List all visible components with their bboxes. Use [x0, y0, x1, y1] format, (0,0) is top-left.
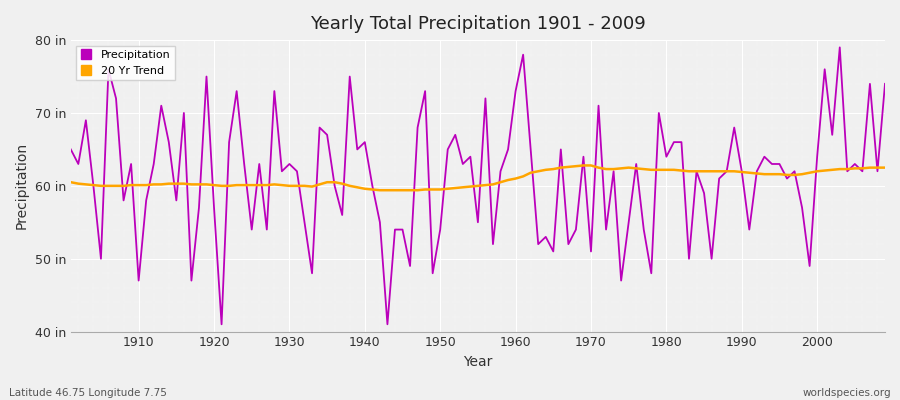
Text: worldspecies.org: worldspecies.org — [803, 388, 891, 398]
X-axis label: Year: Year — [464, 355, 492, 369]
Y-axis label: Precipitation: Precipitation — [15, 142, 29, 230]
Legend: Precipitation, 20 Yr Trend: Precipitation, 20 Yr Trend — [76, 46, 175, 80]
Title: Yearly Total Precipitation 1901 - 2009: Yearly Total Precipitation 1901 - 2009 — [310, 15, 646, 33]
Text: Latitude 46.75 Longitude 7.75: Latitude 46.75 Longitude 7.75 — [9, 388, 166, 398]
